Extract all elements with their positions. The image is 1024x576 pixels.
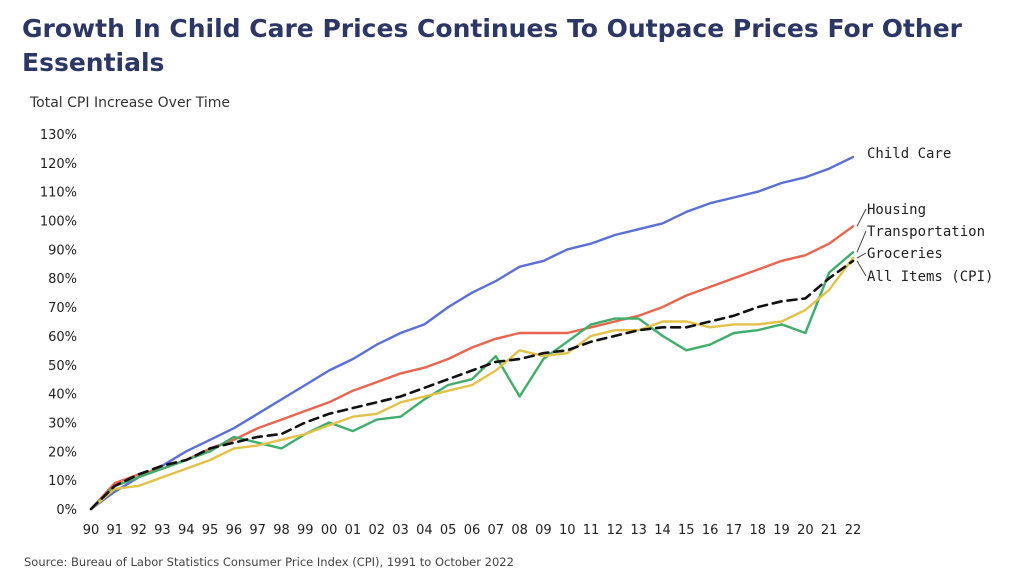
x-tick-label: 11 — [583, 523, 600, 538]
series-line-child-care — [89, 155, 855, 511]
legend-label: All Items (CPI) — [867, 269, 993, 285]
y-tick-label: 100% — [40, 215, 77, 230]
x-tick-label: 13 — [630, 523, 647, 538]
x-tick-label: 92 — [130, 523, 147, 538]
x-tick-label: 91 — [107, 523, 124, 538]
x-tick-label: 07 — [488, 523, 505, 538]
x-tick-label: 93 — [154, 523, 171, 538]
x-tick-label: 15 — [678, 523, 695, 538]
x-tick-label: 08 — [511, 523, 528, 538]
series-line-transportation — [89, 251, 855, 511]
x-tick-label: 20 — [797, 523, 814, 538]
x-tick-label: 12 — [607, 523, 624, 538]
x-tick-label: 14 — [654, 523, 671, 538]
x-tick-label: 94 — [178, 523, 195, 538]
y-axis: 0% 10% 20% 30% 40% 50% 60% 70% 80% 90% 100% 110% 120… — [40, 128, 77, 518]
legend-leader-line — [856, 260, 867, 277]
x-axis: 90 91 92 93 94 95 96 97 98 99 00 01 02 03 04 05 06 07 08 09… — [83, 523, 862, 538]
legend-leader-line — [856, 252, 867, 259]
x-tick-label: 17 — [726, 523, 743, 538]
x-tick-label: 00 — [321, 523, 338, 538]
x-tick-label: 98 — [273, 523, 290, 538]
y-tick-label: 10% — [48, 474, 77, 489]
x-tick-label: 90 — [83, 523, 100, 538]
source-note: Source: Bureau of Labor Statistics Consu… — [24, 555, 514, 569]
x-tick-label: 10 — [559, 523, 576, 538]
y-tick-label: 50% — [48, 359, 77, 374]
x-tick-label: 01 — [345, 523, 362, 538]
x-tick-label: 03 — [392, 523, 409, 538]
series-lines — [89, 155, 855, 511]
y-tick-label: 130% — [40, 128, 77, 143]
legend-label: Housing — [867, 202, 926, 218]
y-tick-label: 60% — [48, 330, 77, 345]
x-tick-label: 06 — [464, 523, 481, 538]
legend: Child Care Housing Transportation Groceries… — [856, 146, 993, 285]
y-tick-label: 90% — [48, 243, 77, 258]
y-tick-label: 80% — [48, 272, 77, 287]
y-tick-label: 70% — [48, 301, 77, 316]
x-tick-label: 97 — [249, 523, 266, 538]
legend-label: Groceries — [867, 246, 943, 262]
y-tick-label: 0% — [56, 503, 77, 518]
x-tick-label: 09 — [535, 523, 552, 538]
legend-leader-line — [856, 230, 867, 253]
x-tick-label: 18 — [749, 523, 766, 538]
y-tick-label: 40% — [48, 388, 77, 403]
x-tick-label: 19 — [773, 523, 790, 538]
x-tick-label: 16 — [702, 523, 719, 538]
x-tick-label: 99 — [297, 523, 314, 538]
legend-label: Transportation — [867, 224, 985, 240]
y-tick-label: 20% — [48, 445, 77, 460]
legend-leader-line — [856, 208, 867, 227]
y-tick-label: 110% — [40, 186, 77, 201]
x-tick-label: 95 — [202, 523, 219, 538]
y-tick-label: 30% — [48, 416, 77, 431]
y-axis-label: Total CPI Increase Over Time — [30, 95, 231, 111]
series-line-housing — [89, 225, 855, 511]
chart-title: Growth In Child Care Prices Continues To… — [22, 14, 963, 77]
x-tick-label: 96 — [226, 523, 243, 538]
legend-label: Child Care — [867, 146, 951, 162]
y-tick-label: 120% — [40, 157, 77, 172]
x-tick-label: 05 — [440, 523, 457, 538]
x-tick-label: 02 — [368, 523, 385, 538]
series-line-all-items-cpi — [89, 259, 855, 511]
x-tick-label: 04 — [416, 523, 433, 538]
x-tick-label: 21 — [821, 523, 838, 538]
series-line-groceries — [89, 256, 855, 511]
x-tick-label: 22 — [845, 523, 862, 538]
